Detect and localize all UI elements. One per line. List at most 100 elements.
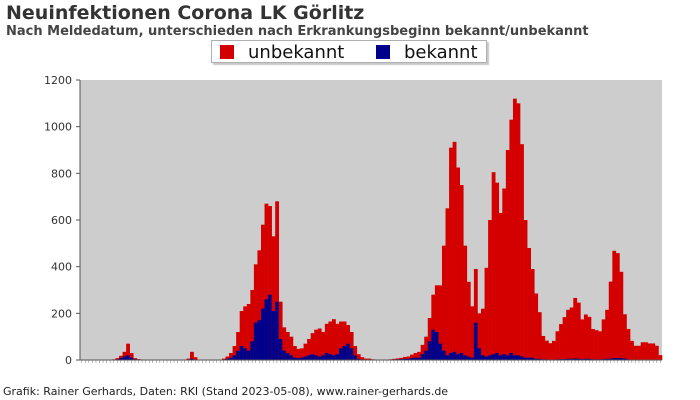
bar-unbekannt-112	[477, 313, 482, 360]
bar-bekannt-55	[275, 301, 280, 360]
bar-bekannt-41	[225, 358, 230, 360]
bar-bekannt-126	[527, 357, 531, 360]
bar-bekannt-60	[292, 357, 297, 360]
bar-unbekannt-75	[346, 325, 351, 360]
bar-bekannt-100	[434, 332, 439, 360]
bar-unbekannt-125	[523, 220, 528, 360]
bar-unbekannt-148	[605, 309, 610, 360]
bar-bekannt-98	[427, 341, 432, 360]
legend-item-unbekannt: unbekannt	[220, 42, 344, 63]
bar-unbekannt-126	[527, 248, 531, 360]
bar-unbekannt-136	[562, 317, 567, 360]
bar-unbekannt-155	[630, 340, 634, 360]
bar-bekannt-124	[520, 356, 524, 360]
bar-bekannt-115	[488, 355, 492, 360]
bar-unbekannt-93	[410, 354, 414, 360]
bar-unbekannt-109	[466, 281, 471, 360]
bar-bekannt-138	[569, 358, 574, 360]
bar-unbekannt-114	[484, 267, 489, 360]
bar-bekannt-150	[612, 358, 617, 360]
bar-bekannt-67	[317, 356, 322, 360]
bar-bekannt-92	[406, 358, 411, 360]
bar-bekannt-111	[473, 322, 478, 360]
y-tick-label-5: 1000	[44, 121, 72, 134]
bar-unbekannt-81	[367, 358, 372, 360]
bar-bekannt-65	[310, 354, 315, 360]
bar-unbekannt-137	[566, 309, 571, 360]
bar-unbekannt-122	[512, 98, 517, 361]
bar-unbekannt-106	[456, 167, 461, 360]
bar-unbekannt-162	[654, 345, 659, 360]
bar-unbekannt-69	[324, 323, 329, 360]
bar-bekannt-46	[243, 348, 248, 360]
bar-unbekannt-157	[637, 345, 642, 360]
bar-bekannt-69	[324, 353, 329, 360]
bar-unbekannt-68	[321, 332, 326, 360]
bar-unbekannt-90	[399, 357, 404, 360]
bar-unbekannt-142	[583, 314, 588, 360]
bar-unbekannt-97	[424, 336, 429, 360]
bar-unbekannt-65	[310, 333, 315, 360]
bar-bekannt-43	[232, 355, 237, 360]
bar-bekannt-45	[239, 346, 244, 360]
bar-bekannt-125	[523, 357, 528, 360]
bar-unbekannt-54	[271, 236, 276, 360]
bar-bekannt-71	[331, 355, 336, 360]
bar-unbekannt-42	[229, 353, 233, 360]
bar-bekannt-73	[339, 348, 343, 360]
bar-unbekannt-61	[296, 348, 301, 360]
bar-bekannt-63	[303, 356, 308, 360]
bar-bekannt-13	[126, 355, 130, 360]
legend-swatch-bekannt	[376, 45, 390, 59]
bar-bekannt-120	[505, 355, 510, 360]
bar-unbekannt-62	[300, 348, 304, 360]
bar-unbekannt-30	[186, 358, 191, 360]
bar-unbekannt-140	[576, 302, 581, 360]
bar-unbekannt-152	[619, 271, 624, 360]
bar-bekannt-140	[576, 358, 581, 360]
bar-bekannt-148	[605, 358, 610, 360]
bar-unbekannt-154	[626, 328, 631, 360]
bar-unbekannt-150	[612, 250, 617, 360]
bar-bekannt-78	[356, 358, 361, 360]
bar-unbekannt-133	[551, 340, 556, 360]
bar-bekannt-42	[229, 357, 233, 360]
bar-unbekannt-130	[541, 335, 546, 360]
bar-unbekannt-74	[342, 321, 347, 360]
bar-bekannt-104	[449, 353, 453, 360]
bar-bekannt-77	[353, 355, 358, 360]
bar-unbekannt-153	[622, 314, 627, 360]
bar-bekannt-114	[484, 356, 489, 360]
bar-unbekannt-143	[587, 316, 592, 360]
bar-unbekannt-151	[615, 253, 620, 360]
bar-bekannt-93	[410, 358, 414, 360]
bar-unbekannt-14	[129, 353, 134, 360]
bar-bekannt-97	[424, 350, 429, 360]
bar-unbekannt-107	[459, 185, 464, 360]
bar-bekannt-137	[566, 358, 571, 360]
bar-unbekannt-128	[534, 293, 539, 360]
bar-unbekannt-159	[644, 342, 649, 360]
bar-unbekannt-118	[498, 213, 503, 360]
bar-unbekannt-141	[580, 319, 585, 360]
y-tick-label-1: 200	[51, 307, 72, 320]
bar-bekannt-121	[509, 353, 514, 360]
footer-credit: Grafik: Rainer Gerhards, Daten: RKI (Sta…	[3, 385, 449, 398]
bar-unbekannt-132	[548, 343, 553, 360]
bar-unbekannt-57	[282, 327, 287, 360]
bar-unbekannt-32	[193, 357, 198, 360]
bar-unbekannt-88	[392, 358, 397, 360]
bar-unbekannt-110	[470, 306, 475, 360]
bar-unbekannt-52	[264, 203, 269, 360]
bar-bekannt-47	[246, 350, 251, 360]
bar-unbekannt-12	[122, 351, 127, 360]
chart-title: Neuinfektionen Corona LK Görlitz	[6, 2, 365, 24]
bar-bekannt-11	[119, 358, 123, 360]
bar-unbekannt-131	[544, 340, 549, 360]
bar-unbekannt-47	[246, 304, 251, 360]
bar-bekannt-31	[190, 358, 194, 360]
y-tick-label-6: 1200	[44, 74, 72, 87]
bar-bekannt-149	[608, 358, 613, 360]
bar-unbekannt-45	[239, 311, 244, 360]
bar-unbekannt-138	[569, 307, 574, 360]
